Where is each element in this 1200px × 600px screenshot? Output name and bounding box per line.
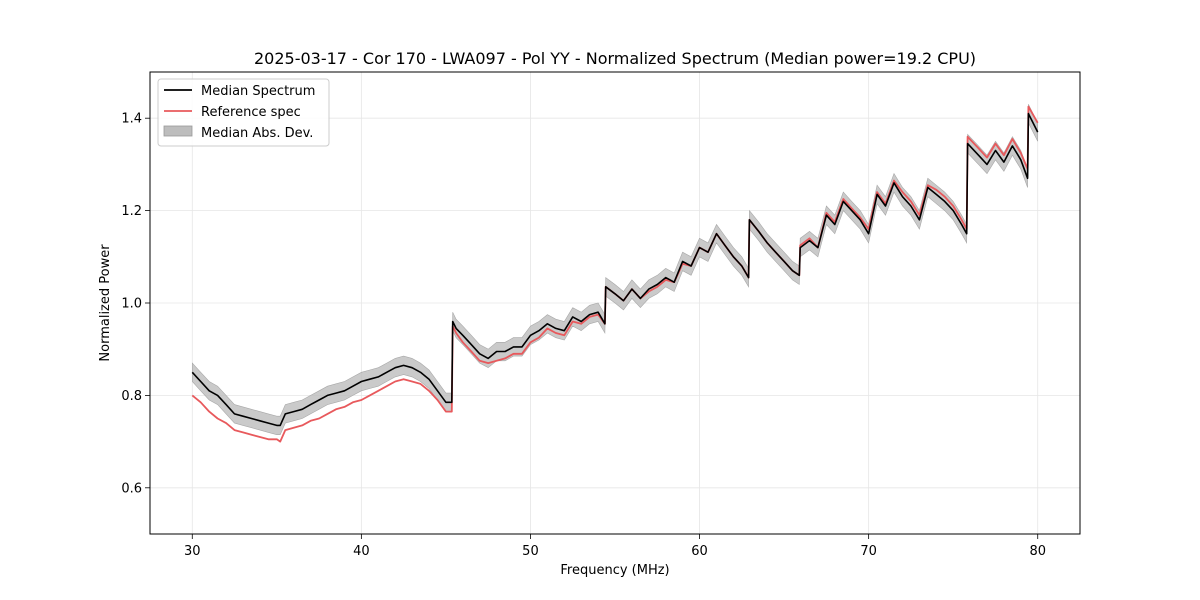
x-axis: 30 40 50 60 70 80 <box>184 534 1046 559</box>
y-tick-label: 1.4 <box>121 112 142 127</box>
x-tick-label: 80 <box>1029 544 1046 559</box>
x-tick-label: 40 <box>353 544 370 559</box>
y-axis: 0.6 0.8 1.0 1.2 1.4 <box>121 112 150 496</box>
mad-band <box>192 104 1038 436</box>
legend-reference-label: Reference spec <box>201 105 301 120</box>
mad-band-layer <box>192 104 1038 436</box>
y-axis-label: Normalized Power <box>98 244 113 362</box>
y-tick-label: 0.6 <box>121 481 142 496</box>
legend-median-label: Median Spectrum <box>201 84 315 99</box>
median-spectrum-line <box>191 112 1039 427</box>
x-tick-label: 30 <box>184 544 201 559</box>
series-layer <box>191 105 1039 443</box>
x-axis-label: Frequency (MHz) <box>560 563 669 578</box>
y-tick-label: 0.8 <box>121 389 142 404</box>
legend-mad-swatch <box>163 125 193 137</box>
legend-mad-label: Median Abs. Dev. <box>201 126 313 141</box>
chart-title: 2025-03-17 - Cor 170 - LWA097 - Pol YY -… <box>254 49 976 68</box>
legend-box <box>157 78 330 147</box>
x-tick-label: 70 <box>860 544 877 559</box>
y-tick-label: 1.0 <box>121 297 142 312</box>
x-tick-label: 60 <box>691 544 708 559</box>
legend: Median Spectrum Reference spec Median Ab… <box>157 78 330 147</box>
y-tick-label: 1.2 <box>121 204 142 219</box>
x-tick-label: 50 <box>522 544 539 559</box>
grid <box>150 72 1080 534</box>
